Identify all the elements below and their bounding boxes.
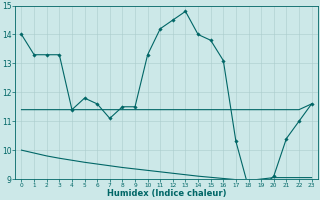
X-axis label: Humidex (Indice chaleur): Humidex (Indice chaleur)	[107, 189, 226, 198]
